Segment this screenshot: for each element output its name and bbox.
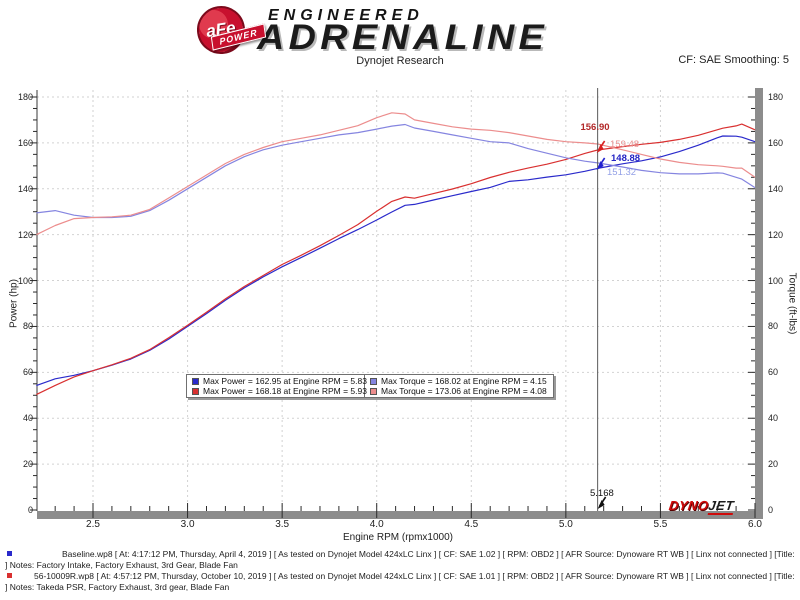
series-color-chip: [192, 377, 199, 385]
axis-tick-label: 60: [768, 367, 779, 378]
axis-tick-label: 2.5: [86, 519, 100, 530]
cursor-readout-torque-baseline: 151.32: [607, 167, 637, 178]
axis-tick-label: 40: [768, 413, 779, 424]
y-axis-right-title: Torque (ft-lbs): [786, 272, 798, 335]
curve-torque_tuned: [36, 112, 756, 236]
cursor-readout-power-baseline: 148.88: [611, 153, 641, 164]
axis-tick-label: 6.0: [748, 519, 762, 530]
axis-tick-label: 180: [17, 92, 33, 102]
dynojet-logo-dyno: DYNO: [667, 498, 710, 513]
dynojet-logo-jet: JET: [707, 498, 735, 515]
legend-label: Max Power = 168.18 at Engine RPM = 5.93: [203, 386, 367, 396]
run-description: Baseline.wp8 [ At: 4:17:12 PM, Thursday,…: [5, 549, 795, 570]
series-color-chip: [370, 387, 377, 395]
axis-tick-label: 120: [768, 229, 784, 240]
axis-tick-label: 140: [17, 183, 33, 194]
axis-tick-label: 180: [768, 92, 784, 102]
legend-label: Max Power = 162.95 at Engine RPM = 5.83: [203, 376, 367, 386]
axis-tick-label: 160: [768, 137, 784, 148]
axis-tick-label: 3.0: [180, 519, 195, 530]
axis-tick-label: 60: [22, 367, 33, 378]
axis-tick-label: 5.0: [558, 519, 573, 530]
page-title: Dynojet Research: [356, 55, 444, 67]
legend-row: Max Power = 168.18 at Engine RPM = 5.93: [187, 386, 367, 396]
series-color-chip: [370, 377, 377, 385]
axis-tick-label: 100: [17, 275, 33, 286]
curve-power_baseline: [36, 135, 756, 387]
axis-tick-label: 80: [22, 321, 33, 332]
axis-tick-label: 160: [17, 137, 33, 148]
legend-label: Max Torque = 168.02 at Engine RPM = 4.15: [381, 376, 547, 386]
axis-tick-label: 0: [768, 505, 774, 515]
axis-tick-label: 120: [17, 229, 33, 240]
run-bullet-icon: [7, 573, 12, 578]
dynojet-logo: DYNOJET: [667, 498, 735, 515]
cursor-readout-torque-tuned: 159.48: [610, 139, 640, 150]
legend-torque-column: Max Torque = 168.02 at Engine RPM = 4.15…: [365, 375, 553, 397]
engineered-wordmark: ENGINEERED: [268, 7, 424, 24]
axis-tick-label: 5.5: [653, 519, 668, 530]
series-color-chip: [192, 387, 199, 395]
curve-torque_baseline: [36, 123, 756, 219]
max-values-legend[interactable]: Max Power = 162.95 at Engine RPM = 5.83 …: [186, 374, 554, 398]
axis-tick-label: 20: [768, 459, 779, 470]
axis-tick-label: 20: [22, 459, 33, 470]
legend-row: Max Power = 162.95 at Engine RPM = 5.83: [187, 376, 367, 386]
axis-tick-label: 4.0: [369, 519, 384, 530]
run-bullet-icon: [7, 551, 12, 556]
run-description: 56-10009R.wp8 [ At: 4:57:12 PM, Thursday…: [5, 571, 795, 592]
legend-row: Max Torque = 173.06 at Engine RPM = 4.08: [365, 386, 553, 396]
run-info-footer: Baseline.wp8 [ At: 4:17:12 PM, Thursday,…: [0, 549, 797, 593]
adrenaline-wordmark: ADRENALINE: [257, 18, 549, 57]
axis-tick-label: 0: [27, 505, 33, 515]
axis-tick-label: 140: [768, 183, 784, 194]
legend-row: Max Torque = 168.02 at Engine RPM = 4.15: [365, 376, 553, 386]
legend-power-column: Max Power = 162.95 at Engine RPM = 5.83 …: [187, 375, 367, 397]
axis-tick-label: 3.5: [275, 519, 290, 530]
axis-tick-label: 100: [768, 275, 784, 286]
run-entry-baseline: Baseline.wp8 [ At: 4:17:12 PM, Thursday,…: [0, 549, 797, 570]
axis-tick-label: 80: [768, 321, 779, 332]
smoothing-setting: CF: SAE Smoothing: 5: [678, 54, 789, 66]
legend-label: Max Torque = 173.06 at Engine RPM = 4.08: [381, 386, 547, 396]
run-entry-tuned: 56-10009R.wp8 [ At: 4:57:12 PM, Thursday…: [0, 571, 797, 592]
x-axis-title: Engine RPM (rpmx1000): [342, 532, 454, 543]
cursor-readout-power-tuned: 156.90: [580, 122, 610, 133]
cursor-rpm-label: 5.168: [590, 488, 614, 499]
axis-tick-label: 4.5: [464, 519, 479, 530]
axis-tick-label: 40: [22, 413, 33, 424]
y-axis-left-title: Power (hp): [8, 279, 20, 328]
curve-power_tuned: [36, 123, 756, 396]
